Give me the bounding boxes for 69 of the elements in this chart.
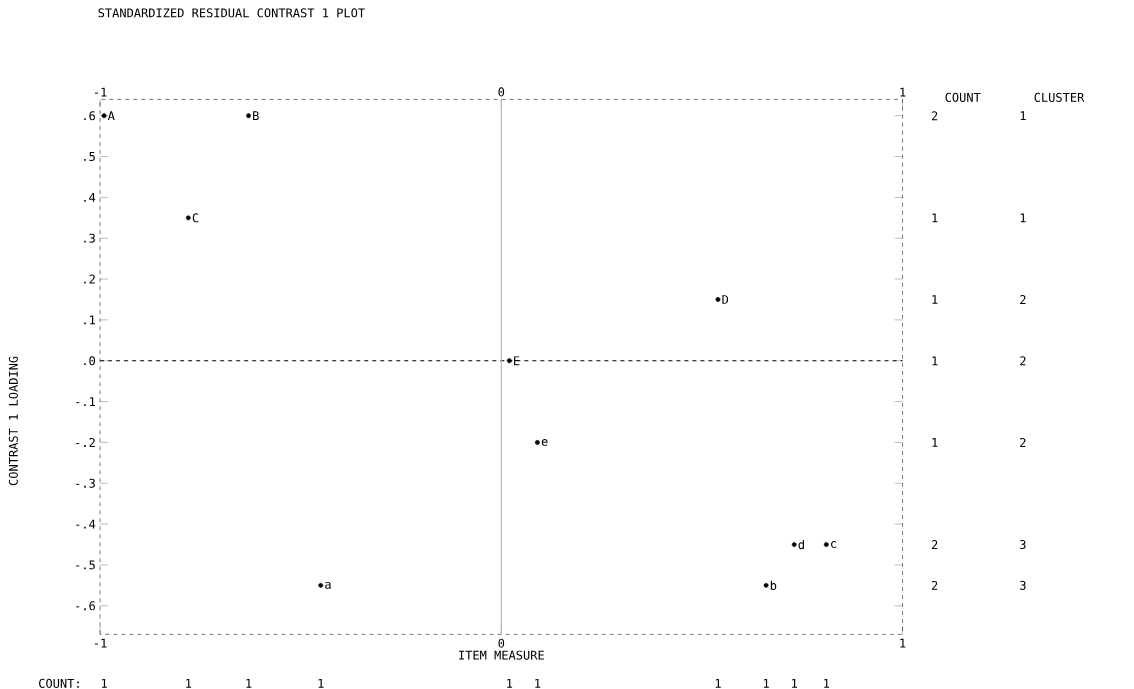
point [318, 582, 324, 588]
y-tick-label: .2 [84, 274, 95, 284]
y-tick-label: .6 [84, 111, 96, 121]
y-tick-label: .4 [84, 192, 96, 202]
y-tick-label: -.4 [76, 519, 96, 529]
text: 3 [1020, 539, 1026, 549]
text: 2 [931, 539, 938, 549]
text: 1 [101, 678, 107, 688]
y-tick-label: -.1 [76, 397, 95, 406]
x2-tick-label: -1 [94, 638, 107, 648]
point [246, 113, 251, 118]
y-tick-label: -.2 [76, 437, 95, 447]
text: 1 [932, 213, 938, 223]
text: 1 [932, 356, 938, 365]
text: COUNT [945, 92, 981, 102]
text: CLUSTER [1034, 92, 1085, 102]
text: 2 [931, 580, 938, 590]
y-tick-label: -.6 [76, 601, 96, 611]
data-label: c [831, 540, 837, 548]
data-label: E [514, 356, 520, 365]
text: 1 [318, 678, 324, 688]
text: 1 [932, 295, 938, 304]
text: COUNT: [39, 678, 79, 688]
text: 1 [186, 678, 192, 688]
text: 1 [824, 678, 830, 688]
data-label: d [798, 539, 804, 550]
x-tick-label: 0 [498, 87, 505, 97]
text: 2 [1020, 294, 1026, 304]
x2-tick-label: 1 [900, 638, 906, 648]
text: 1 [715, 678, 721, 688]
text: 1 [507, 678, 513, 688]
x-tick-label: 1 [900, 87, 906, 97]
text: 1 [792, 678, 798, 688]
text: 1 [535, 678, 541, 688]
point [185, 215, 191, 221]
x2-tick-label: 0 [498, 638, 505, 648]
data-label: b [770, 580, 777, 590]
point [101, 113, 107, 118]
point [506, 358, 512, 364]
data-label: B [253, 111, 259, 120]
text: 1 [763, 678, 769, 688]
text: 3 [1020, 580, 1026, 590]
point [791, 541, 797, 547]
data-label: a [325, 581, 331, 589]
text: 2 [1020, 356, 1026, 366]
x-axis-title: ITEM MEASURE [459, 650, 544, 660]
text: 1 [932, 437, 938, 447]
text: 1 [1020, 111, 1026, 120]
point [535, 439, 540, 445]
y-tick-label: .5 [84, 151, 95, 161]
text: 2 [1020, 437, 1026, 447]
y-tick-label: -.5 [76, 560, 95, 570]
data-label: C [192, 213, 199, 223]
y-tick-label: .0 [84, 356, 96, 366]
text: 1 [1020, 213, 1026, 223]
y-tick-label: .3 [84, 233, 95, 243]
data-label: D [722, 295, 729, 304]
point [823, 541, 829, 547]
text: 1 [246, 678, 252, 688]
text: 2 [931, 111, 938, 121]
y-tick-label: .1 [84, 315, 95, 325]
x-tick-label: -1 [94, 87, 107, 97]
point [763, 582, 769, 588]
data-label: A [107, 111, 115, 120]
data-label: e [541, 438, 548, 446]
y-tick-label: -.3 [76, 478, 95, 488]
point [715, 296, 721, 302]
chart-title: STANDARDIZED RESIDUAL CONTRAST 1 PLOT [98, 8, 365, 18]
y-axis-title: CONTRAST 1 LOADING [8, 356, 18, 486]
